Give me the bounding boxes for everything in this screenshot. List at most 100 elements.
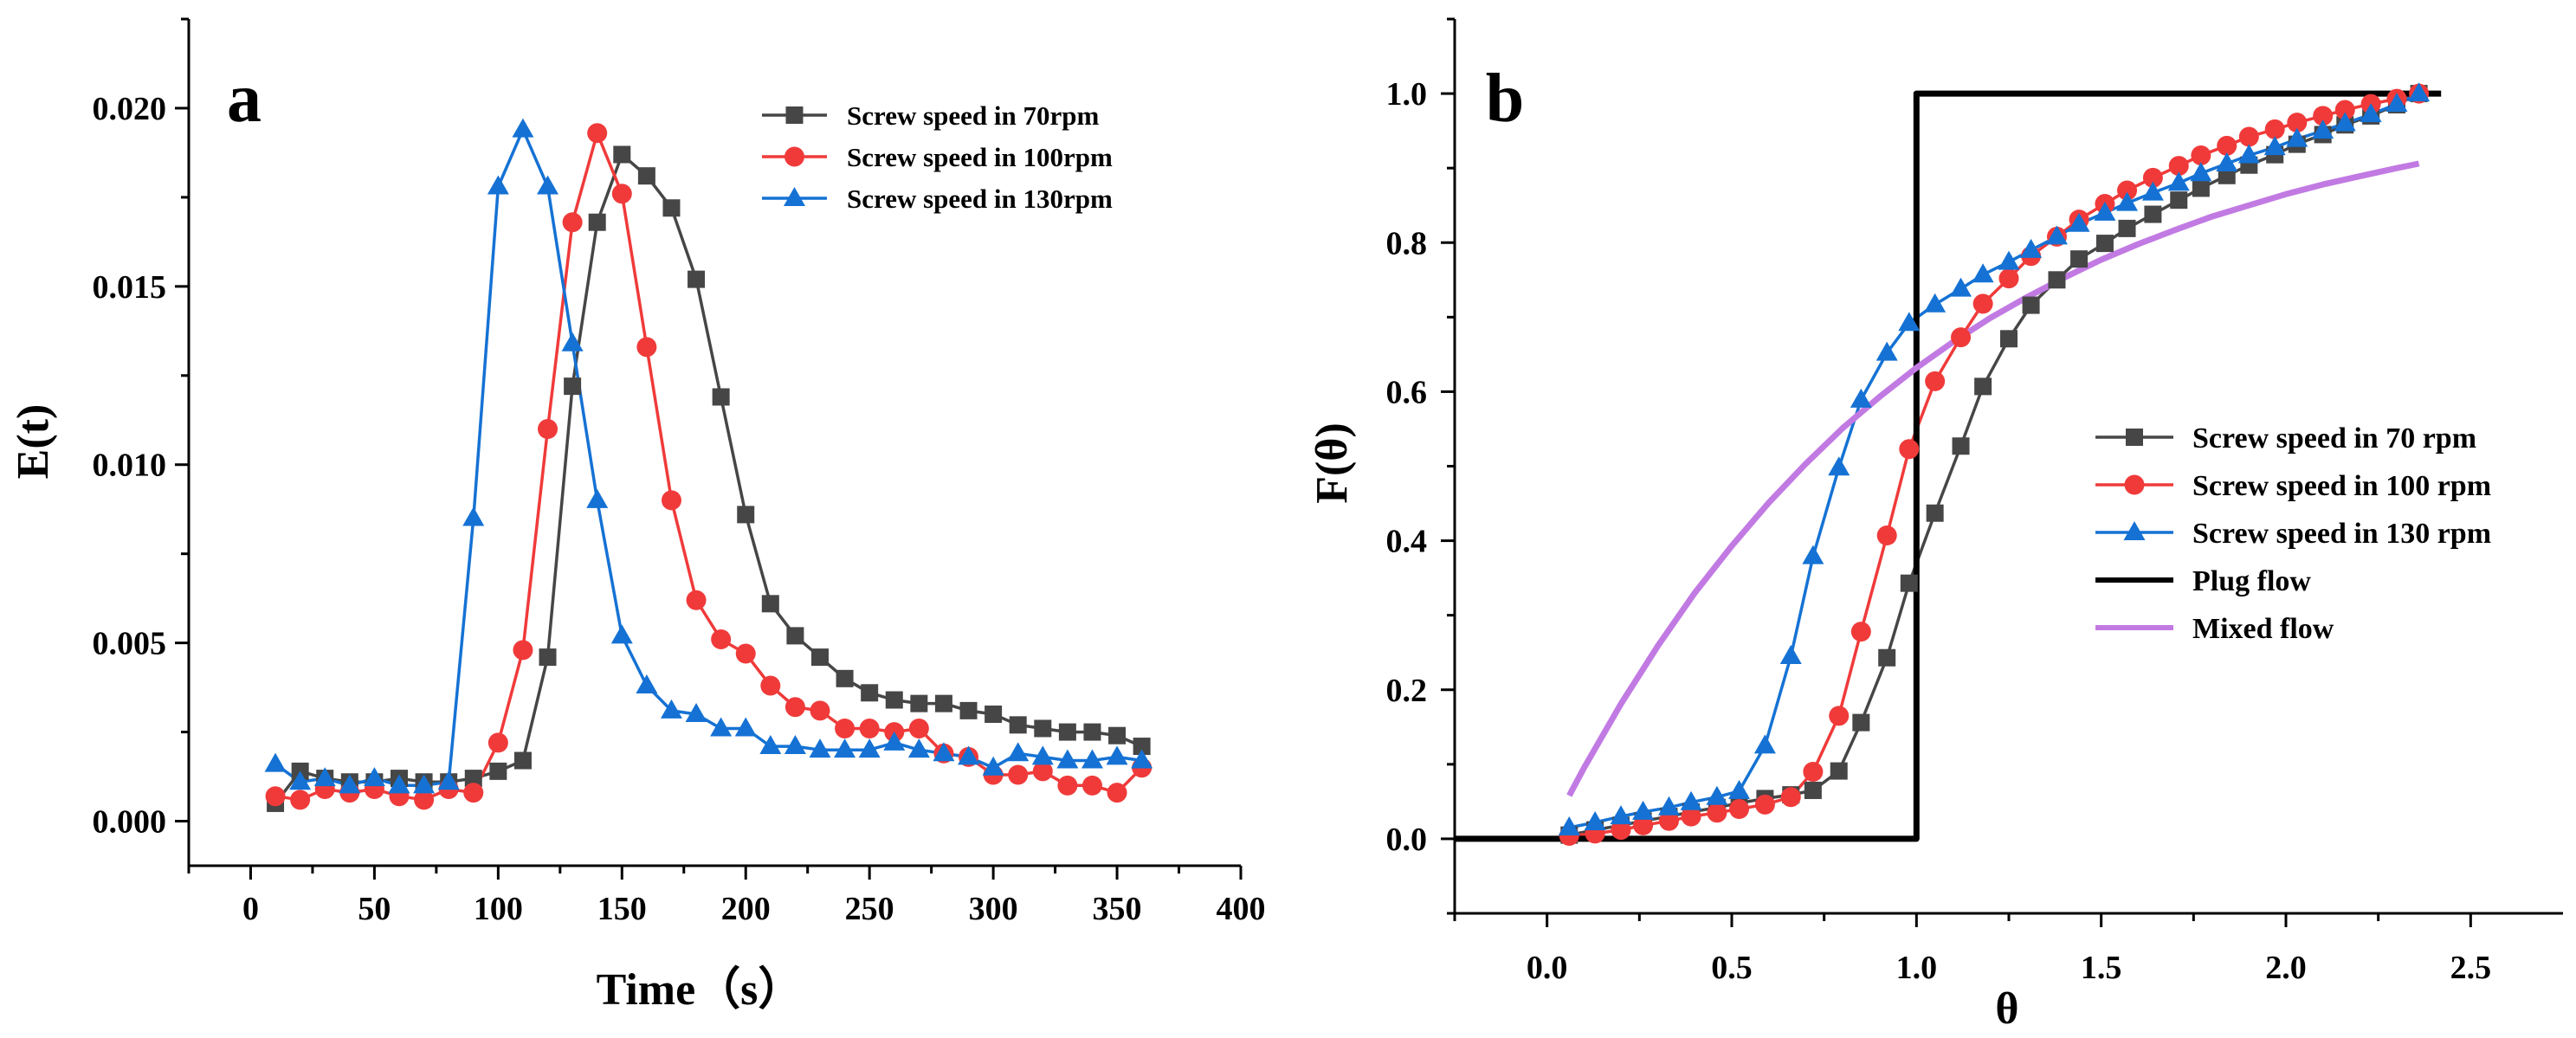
data-point xyxy=(562,212,583,233)
legend-marker xyxy=(2123,521,2146,540)
y-tick-label: 0.6 xyxy=(1386,374,1428,410)
data-point xyxy=(1681,806,1701,827)
data-point xyxy=(2117,180,2138,201)
data-point xyxy=(1974,377,1992,396)
data-point xyxy=(513,640,533,661)
data-point xyxy=(959,701,978,719)
data-point xyxy=(2142,167,2163,188)
data-point xyxy=(1658,810,1679,831)
data-point xyxy=(1584,810,1606,830)
legend-label: Screw speed in 70rpm xyxy=(847,100,1100,131)
data-point xyxy=(2170,191,2188,210)
data-point xyxy=(784,735,806,755)
y-tick-label: 0.2 xyxy=(1386,673,1428,709)
x-tick-label: 1.5 xyxy=(2081,950,2122,986)
data-point xyxy=(2334,112,2356,132)
data-point xyxy=(1034,719,1052,738)
data-point xyxy=(858,738,881,758)
data-point xyxy=(1852,713,1870,732)
series-line-1 xyxy=(1568,92,2420,837)
data-point xyxy=(835,718,855,738)
data-point xyxy=(363,767,385,787)
data-point xyxy=(810,700,830,721)
legend-label: Screw speed in 100 rpm xyxy=(2192,470,2491,502)
legend-marker xyxy=(784,187,805,206)
x-tick-label: 250 xyxy=(845,891,894,927)
data-point xyxy=(1950,277,1972,297)
data-point xyxy=(2094,201,2116,221)
panel-letter: a xyxy=(227,61,261,137)
data-point xyxy=(1706,785,1728,805)
data-point xyxy=(1780,787,1801,808)
x-tick-label: 0.0 xyxy=(1527,950,1568,986)
data-point xyxy=(1133,738,1151,756)
data-point xyxy=(1753,734,1776,754)
y-tick-label: 0.010 xyxy=(93,448,167,484)
data-point xyxy=(1057,775,1078,796)
data-point xyxy=(1031,745,1054,765)
x-axis-title: θ xyxy=(1995,984,2018,1034)
data-point xyxy=(759,735,782,755)
y-tick-label: 0.4 xyxy=(1386,524,1428,560)
data-point xyxy=(735,643,756,664)
data-point xyxy=(2386,93,2408,113)
panel-letter: b xyxy=(1486,61,1525,137)
data-point xyxy=(464,770,482,788)
data-point xyxy=(414,790,435,810)
data-point xyxy=(636,337,657,358)
x-tick-label: 200 xyxy=(721,891,771,927)
data-point xyxy=(2045,225,2068,245)
data-point xyxy=(711,629,732,650)
data-point xyxy=(934,694,952,712)
data-point xyxy=(2238,126,2259,147)
data-point xyxy=(1728,779,1751,799)
series-line-4 xyxy=(1455,90,2442,842)
data-point xyxy=(588,213,606,231)
data-point xyxy=(413,774,436,794)
legend-marker xyxy=(784,146,804,167)
x-tick-label: 2.5 xyxy=(2450,950,2492,986)
y-tick-label: 0.000 xyxy=(93,804,167,841)
data-point xyxy=(2116,191,2139,211)
data-point xyxy=(982,756,1004,776)
data-point xyxy=(2263,136,2286,156)
x-tick-label: 150 xyxy=(597,891,647,927)
data-point xyxy=(1803,761,1824,782)
legend-label: Screw speed in 130 rpm xyxy=(2192,518,2491,550)
data-point xyxy=(1972,293,1993,314)
legend-marker xyxy=(2126,429,2143,446)
data-point xyxy=(1633,815,1654,835)
panel-b-chart: 0.0 0.5 1.0 1.5 2.0 2.5 0.0 0.2 0.4 0.6 0.8 1.0 θ F(θ… xyxy=(1307,17,2563,1034)
data-point xyxy=(264,752,287,772)
data-point xyxy=(885,691,903,709)
data-point xyxy=(463,783,484,803)
data-point xyxy=(1998,268,2019,289)
data-point xyxy=(2360,103,2382,123)
data-point xyxy=(688,270,706,288)
data-point xyxy=(2216,152,2238,172)
data-point xyxy=(784,697,805,718)
data-point xyxy=(836,669,854,687)
data-point xyxy=(2095,235,2114,253)
data-point xyxy=(2286,127,2308,147)
data-point xyxy=(1850,388,1872,408)
data-point xyxy=(1828,456,1850,476)
data-point xyxy=(686,590,707,610)
data-point xyxy=(1081,749,1103,769)
legend-marker xyxy=(2124,474,2145,495)
data-point xyxy=(539,648,557,667)
data-point xyxy=(1632,800,1655,820)
data-point xyxy=(1900,574,1918,592)
data-point xyxy=(2313,106,2334,126)
data-point xyxy=(1058,723,1076,741)
data-point xyxy=(489,762,507,780)
data-point xyxy=(1951,327,1972,348)
panel-a-chart: 0 50 100 150 200 250 300 350 400 0.000 0.005 0.010 0… xyxy=(9,17,1266,1015)
y-tick-label: 1.0 xyxy=(1386,76,1428,113)
legend-label: Screw speed in 130rpm xyxy=(847,184,1113,214)
y-tick-label: 0.005 xyxy=(93,626,167,662)
series-line-5 xyxy=(1566,160,2420,797)
data-point xyxy=(1754,794,1775,815)
y-tick-label: 0.020 xyxy=(93,91,167,127)
data-point xyxy=(985,705,1003,723)
